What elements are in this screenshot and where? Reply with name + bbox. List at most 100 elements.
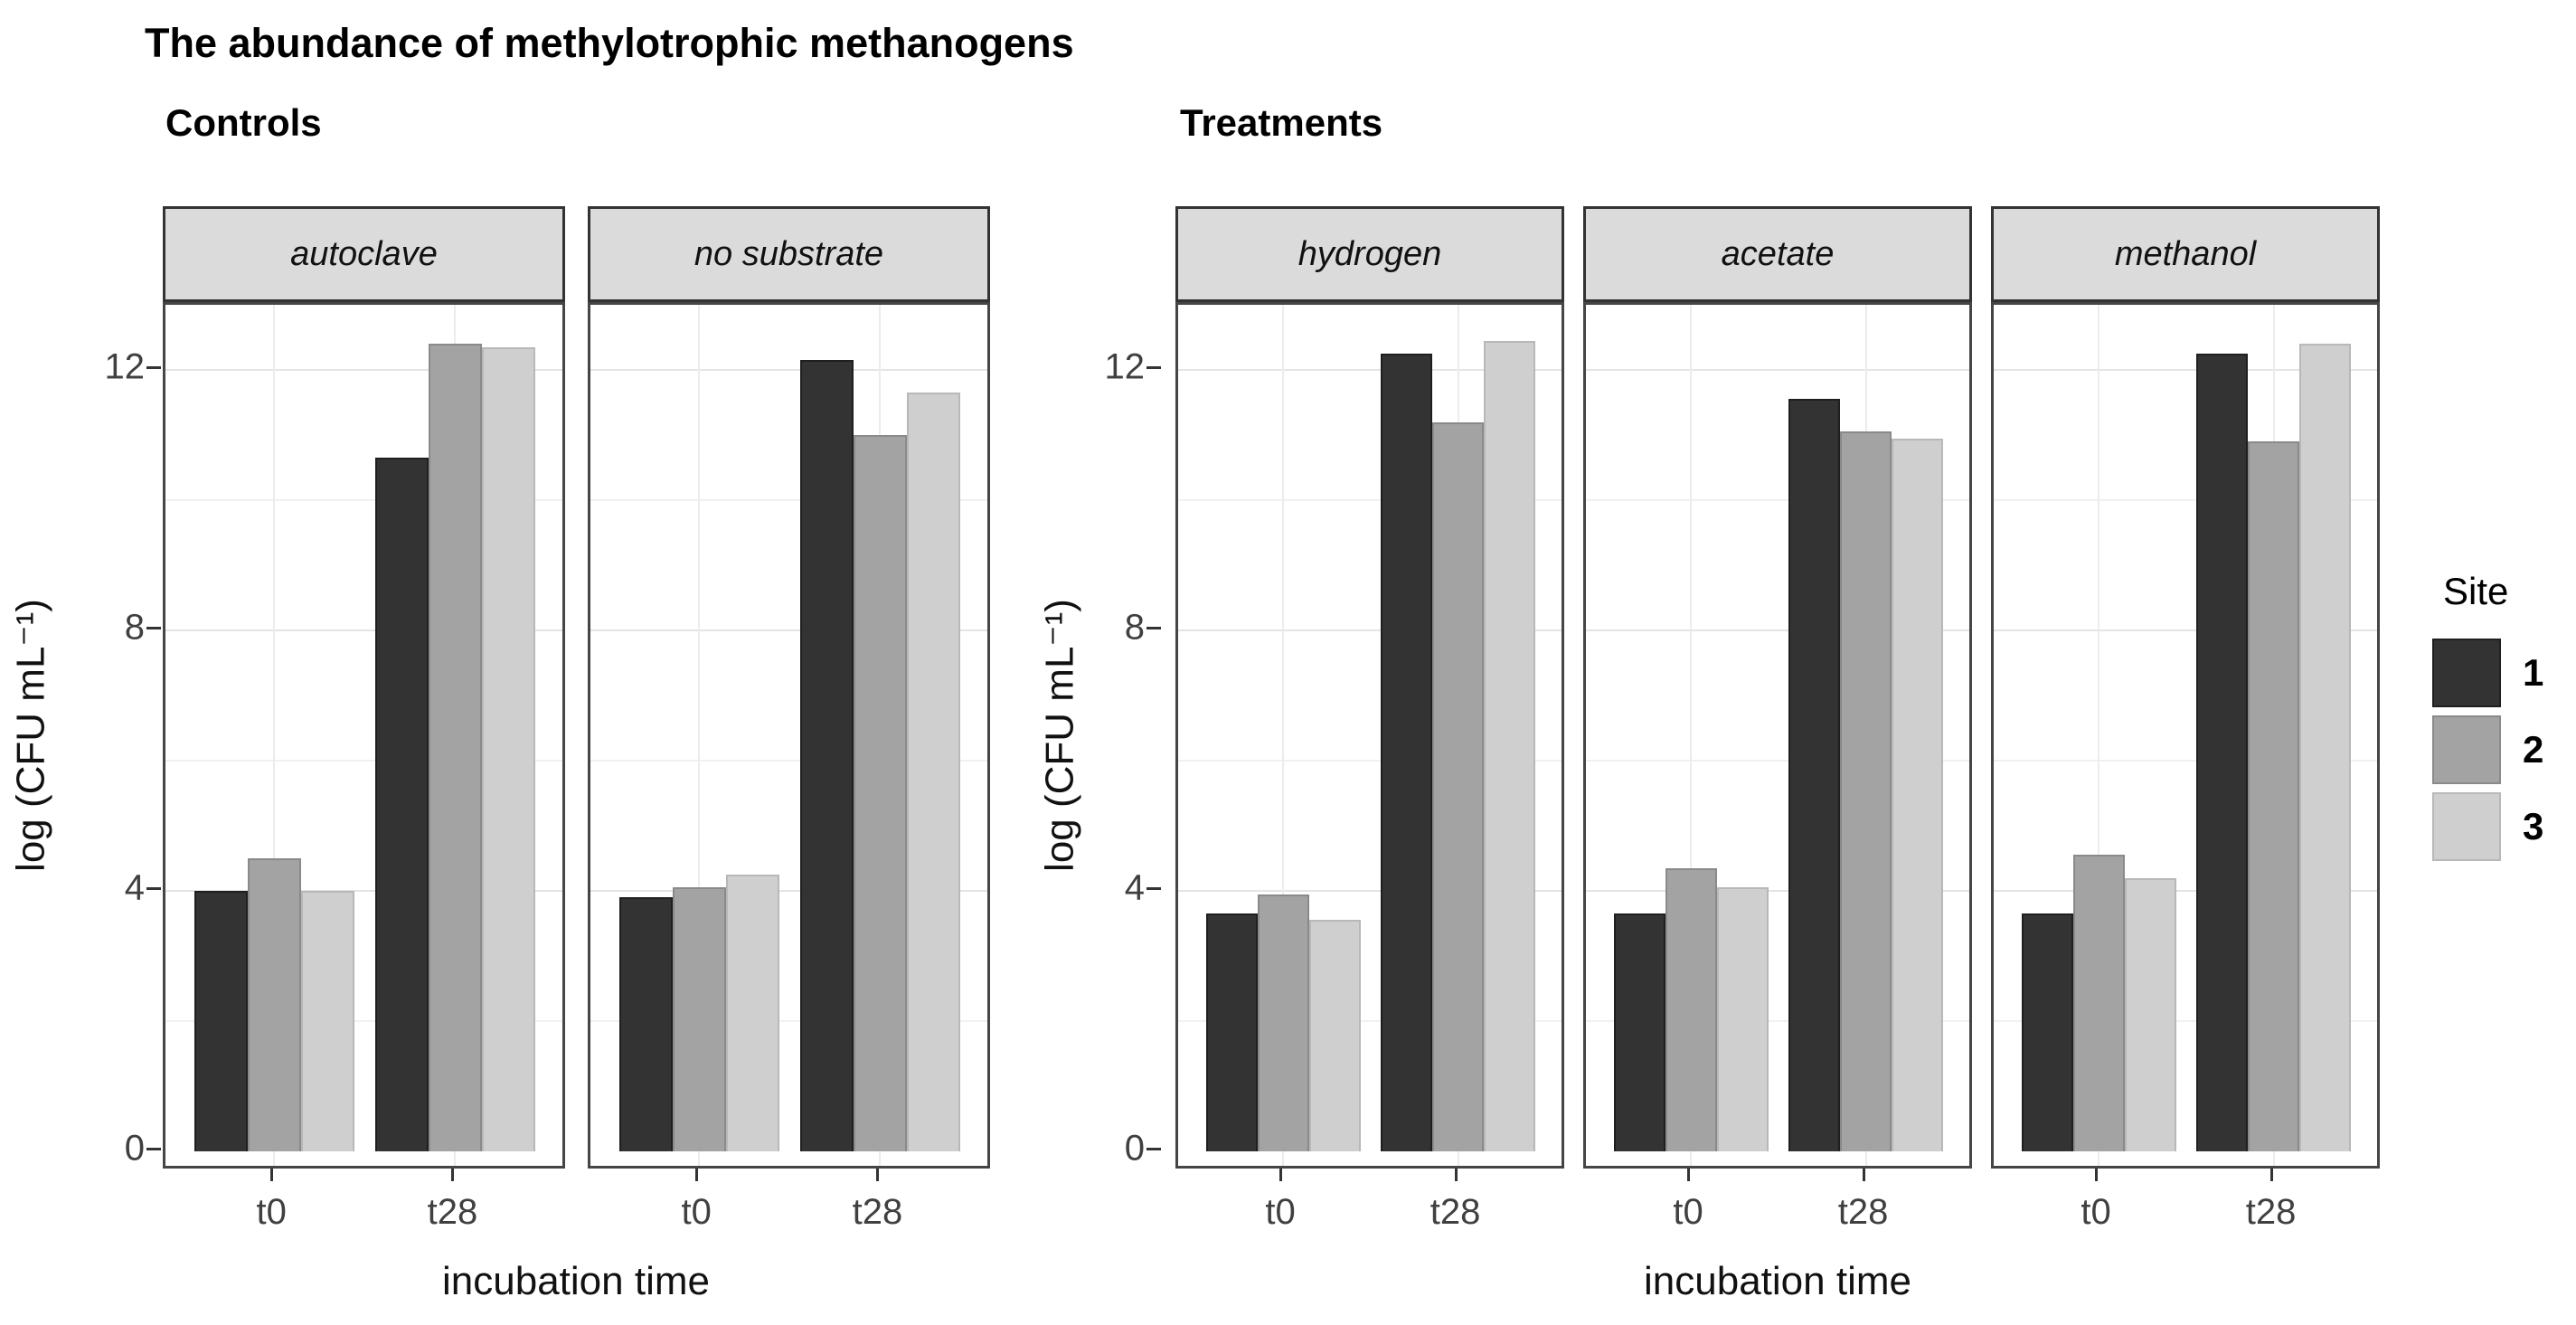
x-tick-label: t28 (1430, 1192, 1481, 1232)
gridline-major (165, 890, 562, 892)
bar-hydrogen-t0-site1 (1206, 913, 1258, 1151)
facet-no-substrate: no substrate (588, 206, 990, 1169)
y-tick-mark (1146, 627, 1161, 629)
legend-swatch (2432, 715, 2501, 784)
legend-label: 1 (2523, 651, 2544, 694)
plot-title: The abundance of methylotrophic methanog… (145, 20, 1074, 66)
facet-strip: acetate (1583, 206, 1972, 302)
x-tick-mark (695, 1169, 699, 1181)
facet-strip: methanol (1991, 206, 2380, 302)
facet-hydrogen: hydrogen (1175, 206, 1564, 1169)
gridline-minor (1994, 499, 2377, 501)
legend-key-site-2: 2 (2432, 715, 2543, 784)
bar-methanol-t28-site3 (2299, 344, 2351, 1151)
facet-strip-label: acetate (1721, 234, 1835, 273)
bar-autoclave-t0-site1 (194, 891, 248, 1151)
gridline-minor (1994, 1020, 2377, 1022)
gridline-major (1178, 629, 1562, 631)
gridline-minor (590, 760, 987, 762)
bar-hydrogen-t0-site3 (1309, 920, 1361, 1151)
bar-acetate-t28-site1 (1788, 399, 1840, 1151)
gridline-vertical (273, 305, 276, 1166)
y-tick-mark (146, 627, 161, 629)
y-tick-label: 0 (1124, 1128, 1145, 1169)
y-axis-title: log (CFU mL⁻¹) (8, 599, 53, 872)
x-tick-mark (1687, 1169, 1691, 1181)
bar-acetate-t28-site2 (1840, 431, 1892, 1151)
gridline-major (1994, 629, 2377, 631)
gridline-vertical (1282, 305, 1285, 1166)
subtitle-controls: Controls (165, 101, 322, 144)
legend-swatch (2432, 639, 2501, 707)
gridline-vertical (698, 305, 701, 1166)
bar-hydrogen-t28-site1 (1381, 354, 1432, 1151)
bar-methanol-t28-site1 (2196, 354, 2248, 1151)
bar-no-substrate-t0-site2 (673, 887, 726, 1151)
x-tick-mark (876, 1169, 880, 1181)
gridline-major (590, 629, 987, 631)
facet-strip: no substrate (588, 206, 990, 302)
facet-panel (1175, 302, 1564, 1169)
x-tick-label: t0 (256, 1192, 287, 1232)
bar-methanol-t0-site1 (2022, 913, 2073, 1151)
y-tick-mark (1146, 887, 1161, 890)
bar-acetate-t0-site1 (1614, 913, 1665, 1151)
bar-autoclave-t28-site2 (429, 344, 482, 1151)
x-tick-mark (2095, 1169, 2099, 1181)
x-tick-label: t28 (427, 1192, 478, 1232)
y-tick-mark (1146, 1148, 1161, 1150)
gridline-minor (1586, 760, 1969, 762)
gridline-minor (165, 760, 562, 762)
gridline-minor (1994, 760, 2377, 762)
gridline-major (1178, 369, 1562, 371)
legend-keys: 1 2 3 (2432, 639, 2543, 861)
gridline-minor (1178, 1020, 1562, 1022)
x-tick-mark (451, 1169, 455, 1181)
gridline-minor (1178, 499, 1562, 501)
bar-autoclave-t0-site2 (248, 858, 301, 1151)
bar-methanol-t0-site3 (2125, 877, 2176, 1151)
gridline-major (1994, 890, 2377, 892)
gridline-minor (590, 1020, 987, 1022)
y-tick-mark (146, 366, 161, 369)
x-tick-label: t0 (681, 1192, 712, 1232)
facet-strip-label: methanol (2114, 234, 2257, 273)
facet-panel (588, 302, 990, 1169)
x-tick-label: t28 (2245, 1192, 2297, 1232)
gridline-major (1586, 369, 1969, 371)
x-tick-mark (1279, 1169, 1283, 1181)
facet-acetate: acetate (1583, 206, 1972, 1169)
gridline-vertical (2098, 305, 2100, 1166)
x-tick-mark (1454, 1169, 1458, 1181)
legend-swatch (2432, 792, 2501, 861)
bar-hydrogen-t28-site2 (1432, 421, 1484, 1151)
x-tick-label: t0 (1673, 1192, 1703, 1232)
facet-autoclave: autoclave (163, 206, 565, 1169)
x-axis-title: incubation time (442, 1259, 710, 1303)
facet-methanol: methanol (1991, 206, 2380, 1169)
legend-label: 3 (2523, 805, 2544, 847)
gridline-minor (165, 1020, 562, 1022)
gridline-major (590, 369, 987, 371)
legend-key-site-1: 1 (2432, 639, 2543, 707)
bar-acetate-t0-site3 (1717, 887, 1769, 1151)
x-tick-mark (1862, 1169, 1865, 1181)
gridline-major (1178, 890, 1562, 892)
bar-autoclave-t28-site3 (482, 346, 535, 1151)
bar-no-substrate-t0-site3 (726, 875, 779, 1151)
gridline-minor (165, 499, 562, 501)
gridline-major (165, 629, 562, 631)
x-axis-title: incubation time (1644, 1259, 1911, 1303)
bar-autoclave-t0-site3 (301, 891, 354, 1151)
bar-methanol-t0-site2 (2073, 855, 2125, 1151)
gridline-major (1586, 629, 1969, 631)
facet-panel (1583, 302, 1972, 1169)
x-tick-mark (270, 1169, 274, 1181)
site-legend: Site 1 2 3 (2432, 570, 2543, 869)
facet-strip: hydrogen (1175, 206, 1564, 302)
bar-no-substrate-t28-site1 (800, 360, 854, 1151)
y-tick-label: 0 (124, 1128, 145, 1169)
gridline-major (590, 890, 987, 892)
y-tick-label: 8 (1124, 607, 1145, 648)
